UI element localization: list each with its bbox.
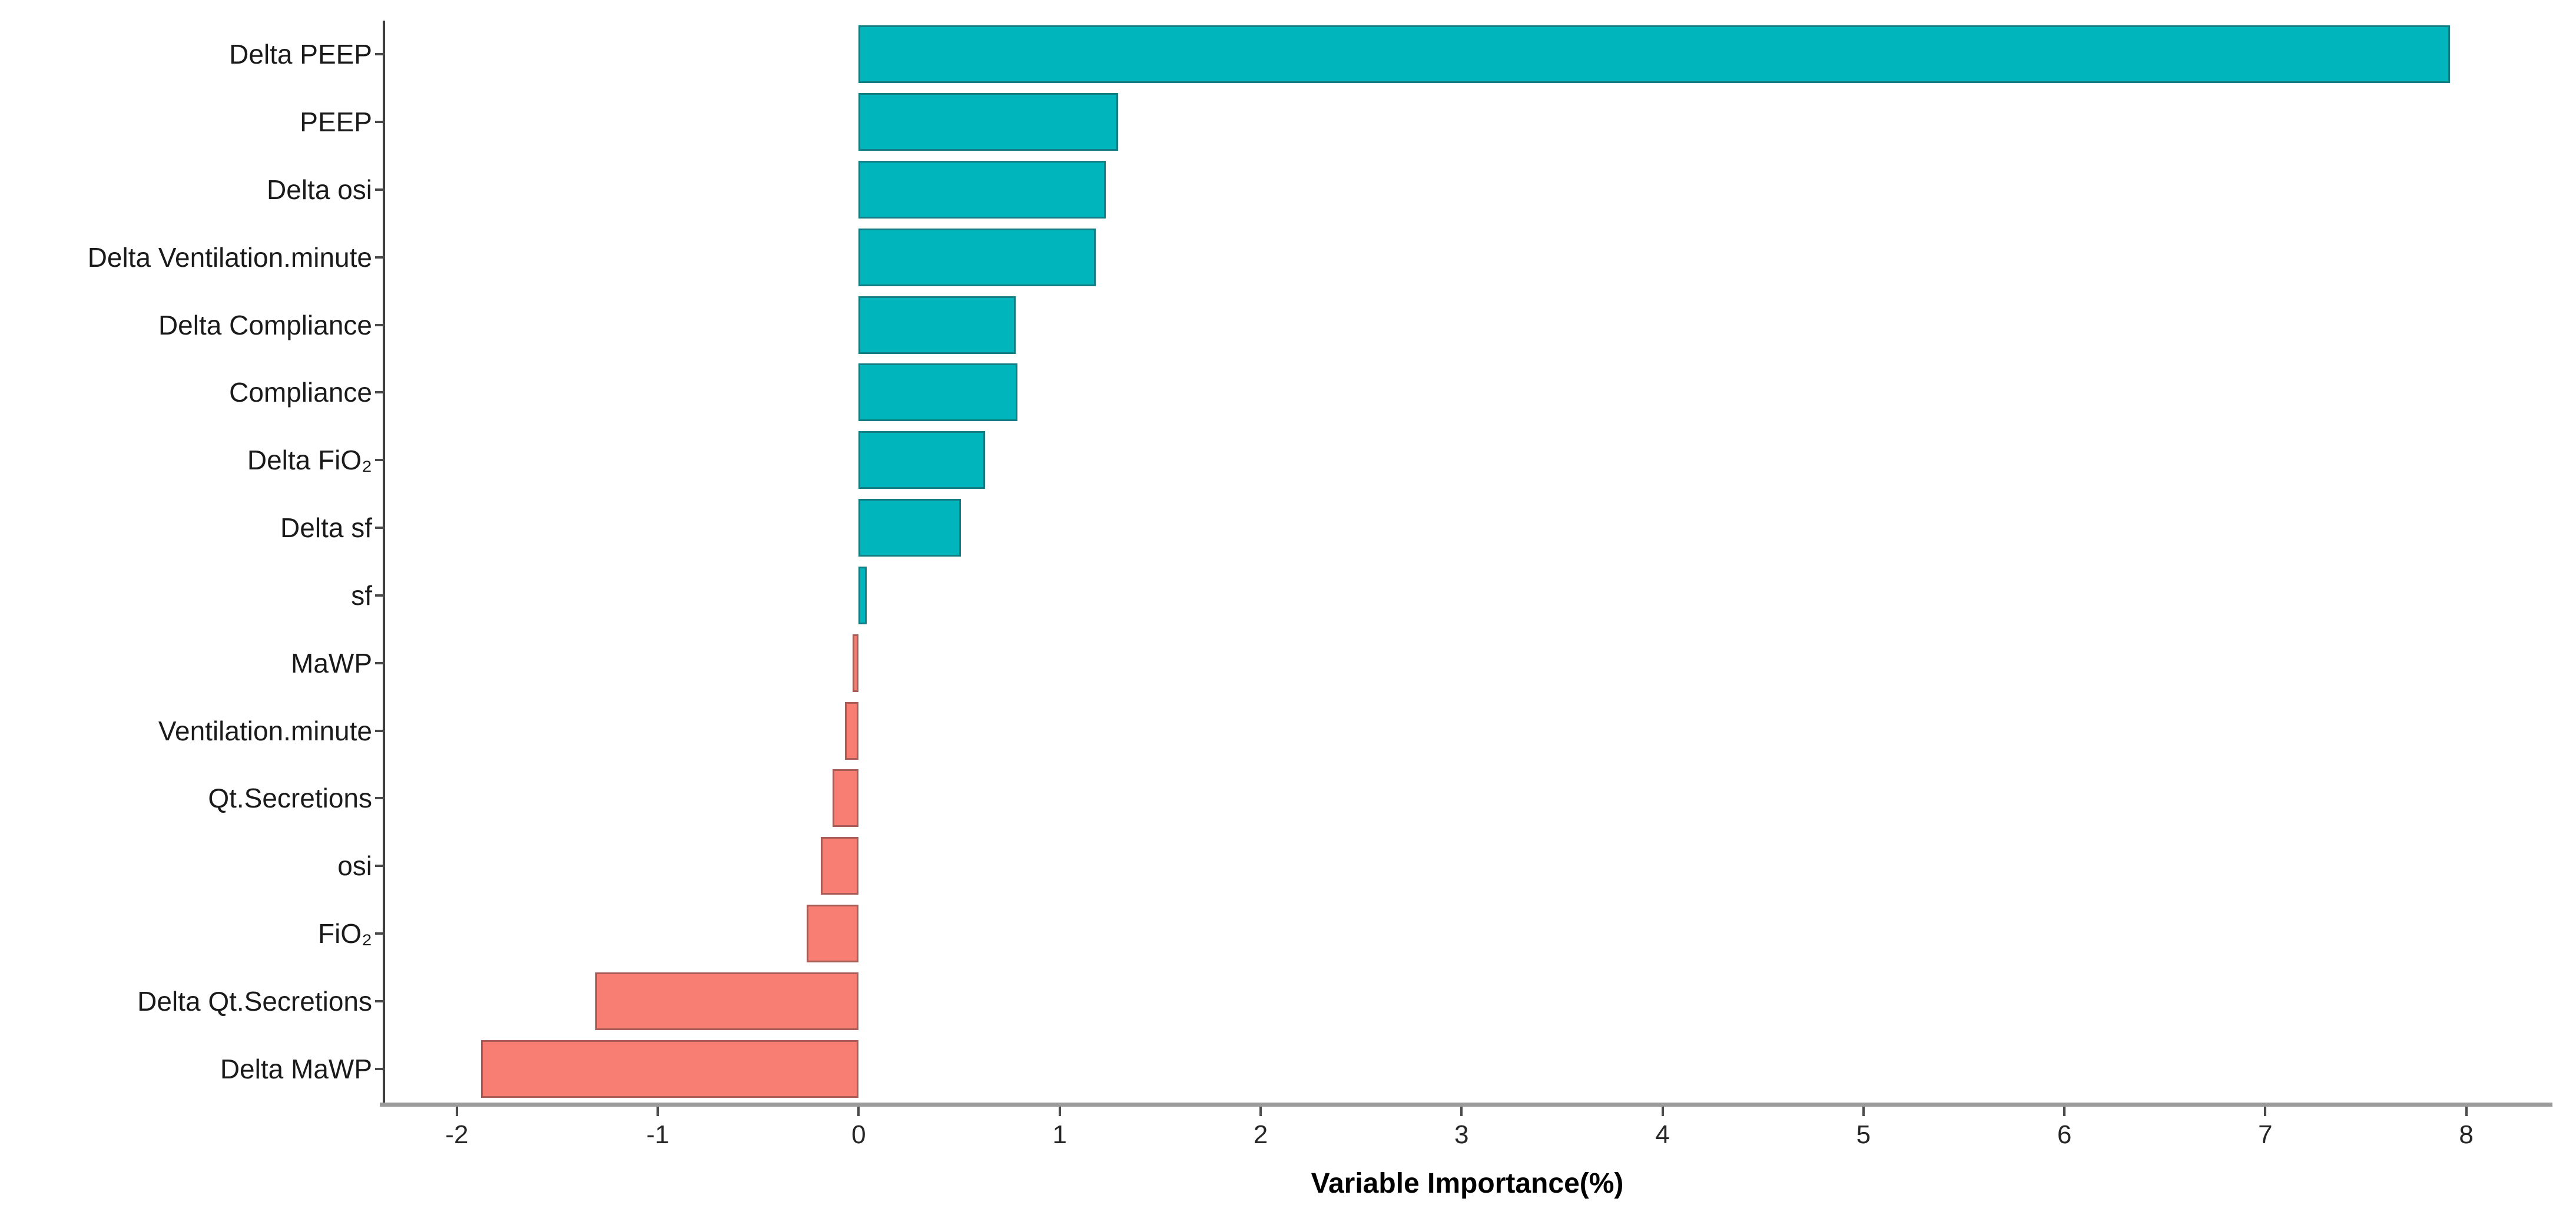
x-tick-label: 7 [2258, 1120, 2273, 1149]
y-tick-mark [375, 865, 385, 868]
category-label-ventilation-minute: Ventilation.minute [158, 715, 372, 746]
category-label-delta-qt-secretions: Delta Qt.Secretions [137, 985, 372, 1017]
bar-compliance [858, 363, 1018, 422]
bar-sf [858, 566, 867, 624]
bar-delta-ventilation-minute [858, 228, 1096, 286]
bar-fio [806, 904, 859, 962]
x-tick-label: 6 [2057, 1120, 2072, 1149]
bar-delta-fio [858, 431, 986, 489]
category-label-delta-fio: Delta FiO₂ [247, 445, 372, 476]
category-label-fio: FiO₂ [318, 918, 372, 949]
y-tick-mark [375, 391, 385, 394]
x-tick-mark [857, 1107, 860, 1116]
x-tick-mark [1259, 1107, 1262, 1116]
bar-peep [858, 93, 1118, 151]
category-label-delta-osi: Delta osi [267, 174, 372, 206]
x-tick-label: -1 [646, 1120, 669, 1149]
bar-delta-osi [858, 161, 1106, 219]
bar-ventilation-minute [844, 701, 859, 760]
category-label-peep: PEEP [300, 107, 372, 138]
x-axis-line [380, 1103, 2552, 1107]
bar-delta-peep [858, 25, 2451, 84]
bar-osi [820, 837, 859, 895]
category-label-delta-ventilation-minute: Delta Ventilation.minute [87, 241, 372, 273]
x-axis-title: Variable Importance(%) [1311, 1168, 1624, 1199]
category-label-mawp: MaWP [291, 647, 372, 678]
y-tick-mark [375, 256, 385, 259]
y-tick-mark [375, 459, 385, 462]
bar-delta-compliance [858, 296, 1016, 354]
y-tick-mark [375, 932, 385, 935]
y-tick-mark [375, 661, 385, 664]
x-tick-label: 5 [1856, 1120, 1871, 1149]
category-label-sf: sf [351, 580, 372, 611]
x-tick-mark [1661, 1107, 1664, 1116]
y-tick-mark [375, 594, 385, 597]
y-tick-mark [375, 121, 385, 124]
x-tick-label: 3 [1454, 1120, 1469, 1149]
y-tick-mark [375, 323, 385, 326]
category-label-delta-compliance: Delta Compliance [158, 309, 372, 340]
x-tick-mark [2063, 1107, 2066, 1116]
y-tick-mark [375, 188, 385, 191]
y-axis-line [383, 21, 385, 1106]
x-tick-mark [1460, 1107, 1463, 1116]
x-tick-label: 2 [1253, 1120, 1268, 1149]
category-label-delta-mawp: Delta MaWP [220, 1053, 372, 1084]
x-tick-label: 8 [2459, 1120, 2474, 1149]
bar-qt-secretions [833, 769, 859, 828]
x-tick-mark [2465, 1107, 2468, 1116]
x-tick-mark [1862, 1107, 1865, 1116]
bar-delta-mawp [480, 1040, 859, 1098]
y-tick-mark [375, 999, 385, 1002]
category-label-qt-secretions: Qt.Secretions [208, 783, 372, 814]
category-label-osi: osi [337, 850, 372, 882]
x-tick-mark [1058, 1107, 1061, 1116]
x-tick-mark [657, 1107, 659, 1116]
x-tick-label: -2 [445, 1120, 469, 1149]
category-label-delta-sf: Delta sf [280, 512, 372, 544]
y-tick-mark [375, 53, 385, 56]
bar-delta-sf [858, 499, 962, 557]
x-tick-mark [2264, 1107, 2267, 1116]
y-tick-mark [375, 797, 385, 800]
bar-mawp [853, 634, 859, 692]
y-tick-mark [375, 527, 385, 529]
category-label-delta-peep: Delta PEEP [229, 39, 372, 70]
category-label-compliance: Compliance [229, 377, 372, 408]
x-tick-label: 0 [851, 1120, 866, 1149]
x-tick-mark [455, 1107, 458, 1116]
x-tick-label: 4 [1655, 1120, 1670, 1149]
y-tick-mark [375, 1067, 385, 1070]
y-tick-mark [375, 729, 385, 732]
x-tick-label: 1 [1052, 1120, 1067, 1149]
bar-delta-qt-secretions [595, 972, 859, 1030]
